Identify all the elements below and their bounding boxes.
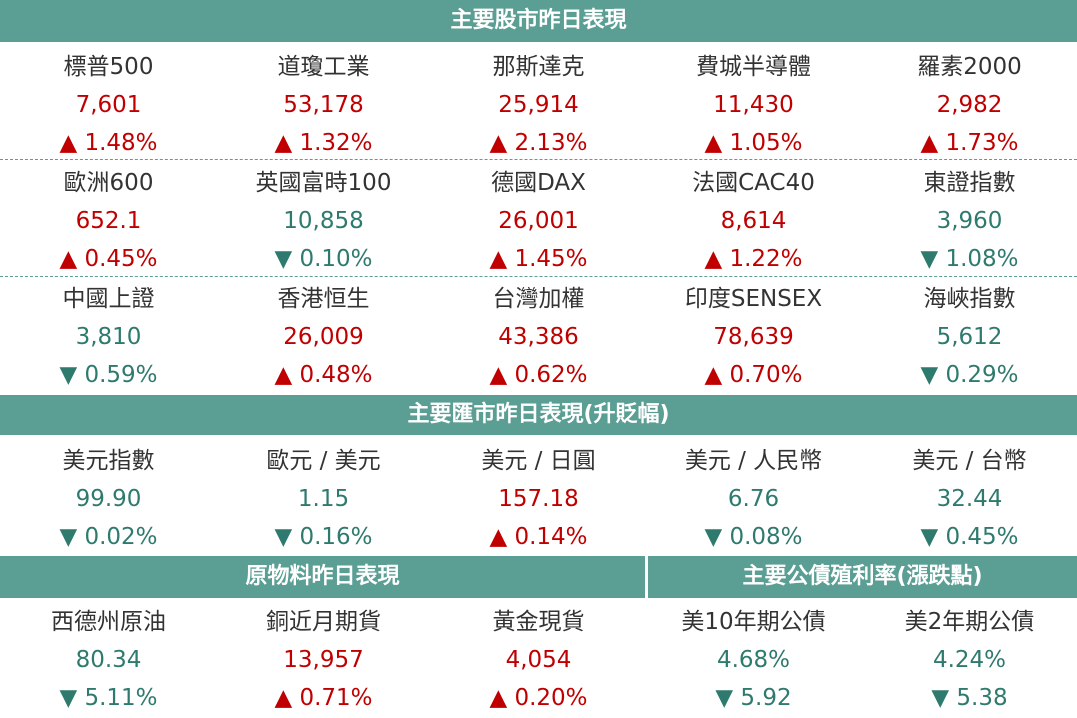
item-value: 13,957 bbox=[283, 647, 364, 673]
item-name: 美元 / 日圓 bbox=[481, 448, 596, 474]
item-name: 中國上證 bbox=[62, 286, 155, 312]
item-value: 1.15 bbox=[297, 486, 350, 512]
separator bbox=[0, 159, 1077, 160]
item-value: 2,982 bbox=[936, 92, 1003, 118]
item-name: 銅近月期貨 bbox=[266, 609, 381, 635]
item-change: ▲ 1.05% bbox=[704, 130, 803, 156]
item-change: ▼ 5.92 bbox=[715, 685, 792, 711]
item-change: ▼ 0.45% bbox=[920, 524, 1019, 550]
item-change: ▲ 0.71% bbox=[274, 685, 373, 711]
item-value: 5,612 bbox=[936, 324, 1003, 350]
item-value: 78,639 bbox=[713, 324, 794, 350]
item-change: ▲ 2.13% bbox=[489, 130, 588, 156]
item-change: ▼ 5.38 bbox=[931, 685, 1008, 711]
item-name: 英國富時100 bbox=[255, 170, 392, 196]
item-value: 32.44 bbox=[936, 486, 1003, 512]
item-change: ▼ 0.02% bbox=[59, 524, 158, 550]
item-value: 26,009 bbox=[283, 324, 364, 350]
item-value: 11,430 bbox=[713, 92, 794, 118]
item-value: 25,914 bbox=[498, 92, 579, 118]
item-value: 8,614 bbox=[720, 208, 787, 234]
item-change: ▲ 0.70% bbox=[704, 362, 803, 388]
item-change: ▲ 1.45% bbox=[489, 246, 588, 272]
item-change: ▼ 0.16% bbox=[274, 524, 373, 550]
item-value: 53,178 bbox=[283, 92, 364, 118]
item-value: 7,601 bbox=[75, 92, 142, 118]
item-value: 26,001 bbox=[498, 208, 579, 234]
item-change: ▲ 1.32% bbox=[274, 130, 373, 156]
item-name: 美元 / 人民幣 bbox=[684, 448, 823, 474]
item-value: 652.1 bbox=[75, 208, 142, 234]
item-change: ▼ 0.59% bbox=[59, 362, 158, 388]
item-change: ▼ 0.29% bbox=[920, 362, 1019, 388]
item-name: 印度SENSEX bbox=[684, 286, 823, 312]
item-name: 美元 / 台幣 bbox=[912, 448, 1027, 474]
item-change: ▲ 0.48% bbox=[274, 362, 373, 388]
section-header: 主要公債殖利率(漲跌點) bbox=[648, 556, 1077, 598]
item-change: ▼ 5.11% bbox=[59, 685, 158, 711]
item-value: 99.90 bbox=[75, 486, 142, 512]
item-name: 羅素2000 bbox=[917, 54, 1022, 80]
item-name: 美2年期公債 bbox=[904, 609, 1035, 635]
item-name: 西德州原油 bbox=[51, 609, 166, 635]
item-change: ▲ 0.45% bbox=[59, 246, 158, 272]
item-value: 6.76 bbox=[727, 486, 780, 512]
item-name: 海峽指數 bbox=[923, 286, 1016, 312]
item-name: 美10年期公債 bbox=[681, 609, 826, 635]
item-name: 標普500 bbox=[63, 54, 154, 80]
item-value: 10,858 bbox=[283, 208, 364, 234]
item-value: 4.24% bbox=[932, 647, 1007, 673]
item-value: 157.18 bbox=[498, 486, 579, 512]
item-change: ▲ 1.48% bbox=[59, 130, 158, 156]
item-name: 香港恒生 bbox=[277, 286, 370, 312]
item-value: 43,386 bbox=[498, 324, 579, 350]
item-change: ▼ 0.10% bbox=[274, 246, 373, 272]
section-header: 主要匯市昨日表現(升貶幅) bbox=[0, 395, 1077, 435]
item-change: ▼ 1.08% bbox=[920, 246, 1019, 272]
section-header: 主要股市昨日表現 bbox=[0, 0, 1077, 42]
item-name: 美元指數 bbox=[62, 448, 155, 474]
item-name: 東證指數 bbox=[923, 170, 1016, 196]
item-change: ▲ 0.20% bbox=[489, 685, 588, 711]
item-value: 3,960 bbox=[936, 208, 1003, 234]
item-name: 黃金現貨 bbox=[492, 609, 585, 635]
separator bbox=[0, 276, 1077, 277]
item-name: 歐洲600 bbox=[63, 170, 154, 196]
item-change: ▼ 0.08% bbox=[704, 524, 803, 550]
item-name: 費城半導體 bbox=[696, 54, 811, 80]
item-name: 道瓊工業 bbox=[277, 54, 370, 80]
section-header: 原物料昨日表現 bbox=[0, 556, 645, 598]
item-value: 3,810 bbox=[75, 324, 142, 350]
item-name: 歐元 / 美元 bbox=[266, 448, 381, 474]
item-name: 德國DAX bbox=[491, 170, 586, 196]
item-name: 台灣加權 bbox=[492, 286, 585, 312]
item-name: 那斯達克 bbox=[492, 54, 585, 80]
item-change: ▲ 0.14% bbox=[489, 524, 588, 550]
item-value: 4.68% bbox=[716, 647, 791, 673]
item-name: 法國CAC40 bbox=[692, 170, 815, 196]
item-change: ▲ 0.62% bbox=[489, 362, 588, 388]
item-value: 80.34 bbox=[75, 647, 142, 673]
item-change: ▲ 1.22% bbox=[704, 246, 803, 272]
item-change: ▲ 1.73% bbox=[920, 130, 1019, 156]
item-value: 4,054 bbox=[505, 647, 572, 673]
